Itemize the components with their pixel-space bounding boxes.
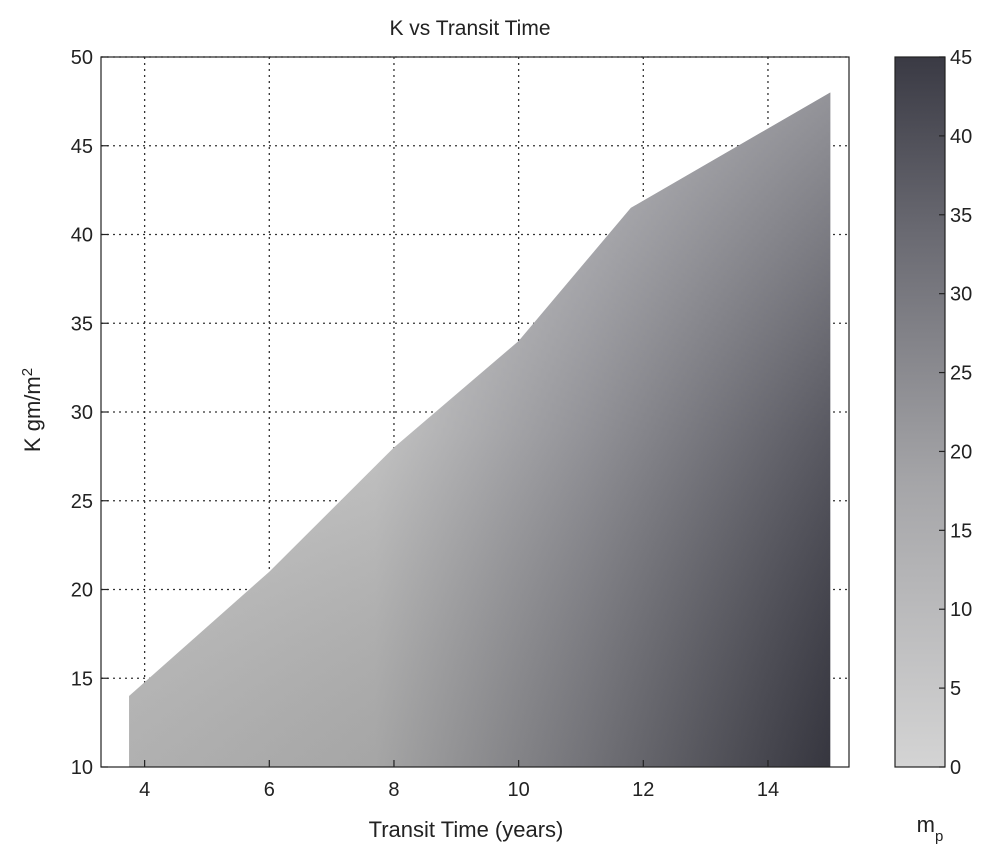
y-axis-label-superscript: 2 xyxy=(19,368,36,376)
colorbar-tick-label: 0 xyxy=(950,757,961,779)
colorbar-tick-label: 35 xyxy=(950,205,972,227)
colorbar-label-subscript: p xyxy=(935,828,943,845)
x-tick-label: 6 xyxy=(264,779,275,801)
chart-title: K vs Transit Time xyxy=(389,17,550,40)
y-tick-label: 10 xyxy=(71,757,93,779)
y-axis-label-main: K gm/m xyxy=(20,376,45,452)
y-axis-ticks: 10 15 20 25 30 35 40 45 50 xyxy=(71,47,108,779)
x-tick-label: 10 xyxy=(508,779,530,801)
y-tick-label: 40 xyxy=(71,225,93,247)
y-axis-label: K gm/m2 xyxy=(19,368,46,452)
colorbar-tick-label: 25 xyxy=(950,363,972,385)
y-tick-label: 30 xyxy=(71,402,93,424)
colorbar-tick-label: 30 xyxy=(950,284,972,306)
colorbar-tick-label: 45 xyxy=(950,47,972,69)
colorbar-tick-label: 15 xyxy=(950,520,972,542)
colorbar-tick-label: 10 xyxy=(950,599,972,621)
x-tick-label: 14 xyxy=(757,779,779,801)
colorbar-label-main: m xyxy=(917,812,935,837)
y-tick-label: 35 xyxy=(71,313,93,335)
y-tick-label: 45 xyxy=(71,136,93,158)
y-tick-label: 20 xyxy=(71,580,93,602)
colorbar-label: mp xyxy=(917,812,944,845)
colorbar-tick-label: 20 xyxy=(950,441,972,463)
y-tick-label: 15 xyxy=(71,668,93,690)
x-axis-label: Transit Time (years) xyxy=(369,817,564,842)
colorbar-tick-label: 5 xyxy=(950,678,961,700)
y-tick-label: 25 xyxy=(71,491,93,513)
data-region-group xyxy=(129,92,831,767)
colorbar xyxy=(894,56,946,768)
data-region-shading xyxy=(129,92,831,767)
x-tick-label: 12 xyxy=(632,779,654,801)
x-tick-label: 8 xyxy=(388,779,399,801)
x-tick-label: 4 xyxy=(139,779,150,801)
colorbar-ticks: 0 5 10 15 20 25 30 35 40 45 xyxy=(939,47,972,779)
colorbar-tick-label: 40 xyxy=(950,126,972,148)
x-axis-ticks: 4 6 8 10 12 14 xyxy=(139,760,779,801)
y-tick-label: 50 xyxy=(71,47,93,69)
